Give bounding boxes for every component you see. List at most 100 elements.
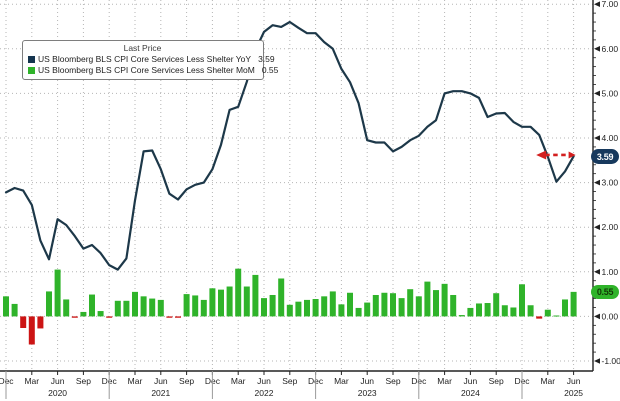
mom-bar [433, 290, 439, 317]
mom-bar [450, 294, 457, 317]
mom-bar [80, 311, 87, 317]
mom-bar [278, 278, 285, 317]
mom-series-last-price: 0.55 [261, 65, 279, 75]
mom-bar [372, 294, 379, 317]
mom-bar [329, 291, 336, 317]
y-tick-label: 4.00 [602, 133, 619, 143]
mom-bar [467, 307, 474, 317]
x-tick-label: Jun [464, 376, 478, 386]
y-major-tick-icon [594, 269, 600, 275]
mom-bar [407, 289, 414, 317]
mom-bar [11, 303, 18, 317]
mom-bar [97, 311, 104, 317]
x-tick-label: Sep [489, 376, 504, 386]
mom-bar [114, 300, 121, 317]
yoy-series-swatch-icon [28, 56, 35, 63]
mom-bar [536, 316, 543, 319]
mom-bar [321, 296, 328, 317]
x-tick-label: Mar [540, 376, 555, 386]
mom-bar [562, 299, 568, 317]
legend-box: Last Price US Bloomberg BLS CPI Core Ser… [22, 40, 278, 80]
y-tick-label: 1.00 [602, 267, 619, 277]
mom-bar [140, 296, 147, 317]
x-tick-label: Sep [282, 376, 297, 386]
y-major-tick-icon [594, 313, 600, 320]
x-tick-label: Mar [334, 376, 349, 386]
mom-bar [390, 293, 396, 317]
mom-series-label: US Bloomberg BLS CPI Core Services Less … [38, 65, 255, 75]
year-label: 2021 [151, 388, 170, 398]
mom-bar [484, 303, 491, 317]
mom-bar [364, 302, 371, 317]
mom-bar [157, 299, 164, 317]
mom-bar [304, 299, 310, 317]
mom-bar [347, 292, 353, 317]
x-tick-label: Dec [0, 376, 14, 386]
mom-bar [166, 316, 173, 318]
x-tick-label: Sep [76, 376, 91, 386]
mom-bar [71, 316, 78, 318]
mom-bar [493, 293, 500, 317]
legend-row-mom: US Bloomberg BLS CPI Core Services Less … [28, 65, 278, 76]
y-major-tick-icon [594, 135, 600, 141]
mom-bar [269, 294, 276, 317]
mom-bar [200, 299, 207, 317]
mom-bar [132, 291, 138, 317]
year-label: 2025 [564, 388, 583, 398]
mom-bar [54, 269, 61, 317]
x-tick-label: Jun [360, 376, 374, 386]
mom-bar [226, 286, 233, 317]
y-major-tick-icon [594, 90, 600, 97]
mom-bar [235, 268, 242, 317]
legend-title: Last Price [123, 43, 162, 53]
mom-bar [218, 289, 224, 317]
mom-bar [63, 299, 70, 317]
mom-series-swatch-icon [28, 67, 35, 74]
mom-bar [192, 295, 199, 317]
mom-bar [37, 316, 44, 329]
mom-bar [424, 281, 431, 317]
y-major-tick-icon [594, 179, 600, 186]
x-tick-label: Sep [179, 376, 194, 386]
mom-bar [123, 300, 130, 317]
x-tick-label: Mar [24, 376, 39, 386]
year-label: 2023 [358, 388, 377, 398]
red-arrow-right-head-icon [568, 151, 576, 159]
y-tick-label: 6.00 [602, 44, 619, 54]
x-tick-label: Mar [231, 376, 246, 386]
year-label: 2024 [461, 388, 480, 398]
mom-bar [295, 301, 302, 317]
mom-bar [209, 288, 216, 317]
mom-bar [510, 307, 517, 317]
y-tick-label: 2.00 [602, 222, 619, 232]
mom-bar [286, 304, 293, 317]
mom-bar [398, 298, 405, 317]
mom-bar [544, 309, 551, 317]
y-tick-label: 5.00 [602, 88, 619, 98]
yoy-line [4, 20, 575, 271]
year-label: 2022 [255, 388, 274, 398]
mom-bar [28, 316, 35, 345]
yoy-series-label: US Bloomberg BLS CPI Core Services Less … [38, 54, 252, 64]
mom-bar [261, 298, 267, 317]
mom-bar [441, 283, 448, 317]
mom-bar [20, 316, 27, 328]
mom-bar [519, 284, 525, 317]
y-tick-label: 7.00 [602, 0, 619, 9]
yoy-series-last-price: 3.59 [258, 54, 275, 64]
legend-row-yoy: US Bloomberg BLS CPI Core Services Less … [28, 54, 275, 65]
mom-bar [553, 315, 560, 317]
y-major-tick-icon [594, 1, 600, 7]
x-tick-label: Mar [128, 376, 143, 386]
mom-bar [46, 291, 52, 317]
x-tick-label: Jun [567, 376, 581, 386]
mom-bar [252, 274, 259, 317]
y-tick-label: 3.00 [602, 178, 619, 188]
mom-bar [3, 296, 9, 317]
y-tick-label: 0.00 [602, 311, 619, 321]
mom-bar [312, 299, 319, 317]
mom-bar [243, 286, 250, 317]
red-arrow-left-head-icon [536, 150, 547, 160]
mom-bar [415, 296, 422, 317]
